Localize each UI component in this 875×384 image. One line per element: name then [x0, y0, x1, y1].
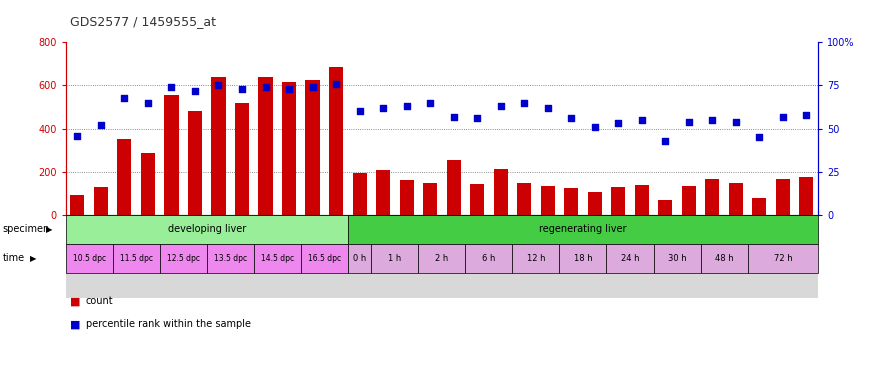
Point [164, 84, 178, 90]
Bar [776, 179, 790, 215]
Bar [800, 177, 814, 215]
Bar [588, 192, 602, 215]
Text: 0 h: 0 h [353, 254, 367, 263]
Point [541, 105, 555, 111]
Point [752, 134, 766, 140]
Bar [94, 187, 108, 215]
Text: ■: ■ [70, 319, 80, 329]
Bar [282, 82, 296, 215]
Bar [752, 198, 766, 215]
Bar [470, 184, 484, 215]
Point [446, 114, 460, 120]
Point [282, 86, 296, 92]
Point [117, 94, 131, 101]
Point [564, 115, 578, 121]
Point [493, 103, 507, 109]
Bar [188, 111, 202, 215]
Bar [376, 170, 390, 215]
Point [305, 84, 319, 90]
Text: 18 h: 18 h [574, 254, 592, 263]
Text: regenerating liver: regenerating liver [539, 224, 626, 235]
Bar [234, 103, 249, 215]
Point [212, 82, 226, 88]
Bar [705, 179, 719, 215]
Point [588, 124, 602, 130]
Point [729, 119, 743, 125]
Text: specimen: specimen [3, 224, 50, 235]
Bar [611, 187, 626, 215]
Text: 30 h: 30 h [668, 254, 686, 263]
Text: developing liver: developing liver [168, 224, 246, 235]
Bar [729, 183, 743, 215]
Text: 16.5 dpc: 16.5 dpc [308, 254, 341, 263]
Bar [541, 186, 555, 215]
Bar [564, 188, 578, 215]
Point [70, 132, 84, 139]
Text: 2 h: 2 h [435, 254, 449, 263]
Text: 13.5 dpc: 13.5 dpc [214, 254, 247, 263]
Bar [164, 95, 178, 215]
Point [470, 115, 484, 121]
Point [658, 138, 672, 144]
Bar [353, 173, 367, 215]
Bar [305, 80, 319, 215]
Point [353, 108, 367, 114]
Bar [70, 195, 85, 215]
Text: ▶: ▶ [30, 254, 36, 263]
Bar [493, 169, 507, 215]
Point [776, 114, 790, 120]
Point [517, 99, 531, 106]
Bar [424, 183, 438, 215]
Point [376, 105, 390, 111]
Text: 12 h: 12 h [527, 254, 545, 263]
Bar [400, 180, 414, 215]
Point [705, 117, 719, 123]
Point [188, 88, 202, 94]
Text: GDS2577 / 1459555_at: GDS2577 / 1459555_at [70, 15, 216, 28]
Bar [212, 77, 226, 215]
Text: 12.5 dpc: 12.5 dpc [167, 254, 200, 263]
Text: 72 h: 72 h [774, 254, 792, 263]
Text: ■: ■ [70, 296, 80, 306]
Point [235, 86, 249, 92]
Text: time: time [3, 253, 24, 263]
Bar [141, 154, 155, 215]
Text: ▶: ▶ [46, 225, 52, 234]
Point [682, 119, 696, 125]
Text: 11.5 dpc: 11.5 dpc [120, 254, 152, 263]
Text: percentile rank within the sample: percentile rank within the sample [86, 319, 251, 329]
Point [141, 99, 155, 106]
Text: 48 h: 48 h [715, 254, 733, 263]
Bar [258, 77, 273, 215]
Text: 24 h: 24 h [620, 254, 640, 263]
Bar [117, 139, 131, 215]
Point [612, 120, 626, 126]
Text: 10.5 dpc: 10.5 dpc [73, 254, 106, 263]
Text: 1 h: 1 h [388, 254, 402, 263]
Text: count: count [86, 296, 114, 306]
Point [800, 112, 814, 118]
Point [400, 103, 414, 109]
Text: 14.5 dpc: 14.5 dpc [261, 254, 294, 263]
Point [258, 84, 272, 90]
Point [634, 117, 648, 123]
Bar [682, 186, 696, 215]
Text: 6 h: 6 h [482, 254, 495, 263]
Point [329, 81, 343, 87]
Point [424, 99, 438, 106]
Bar [634, 185, 649, 215]
Bar [446, 160, 461, 215]
Bar [329, 67, 343, 215]
Point [94, 122, 108, 128]
Bar [658, 200, 672, 215]
Bar [517, 183, 531, 215]
